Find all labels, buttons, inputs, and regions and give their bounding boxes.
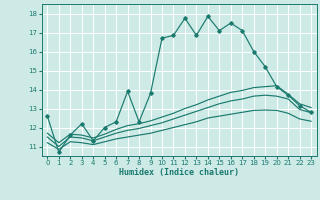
X-axis label: Humidex (Indice chaleur): Humidex (Indice chaleur) [119, 168, 239, 177]
